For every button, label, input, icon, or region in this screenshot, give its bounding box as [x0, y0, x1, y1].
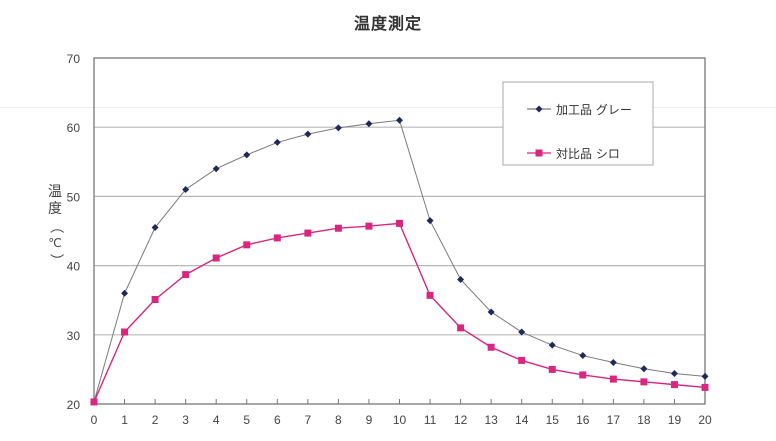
data-point-square	[365, 222, 373, 230]
y-tick-label: 70	[67, 52, 81, 66]
data-point-diamond	[396, 116, 403, 124]
chart-title: 温度測定	[353, 14, 422, 33]
data-point-square	[701, 383, 709, 391]
data-point-square	[90, 398, 98, 406]
x-tick-label: 2	[152, 413, 159, 427]
data-point-diamond	[121, 289, 129, 297]
y-tick-label: 20	[67, 398, 81, 412]
data-point-diamond	[701, 372, 709, 380]
data-point-square	[182, 271, 190, 279]
data-point-diamond	[426, 217, 434, 225]
data-point-square	[151, 296, 159, 304]
y-axis-label: 温 度 （ ℃ ）	[46, 184, 64, 269]
data-point-diamond	[487, 308, 495, 316]
data-point-square	[487, 343, 495, 351]
data-point-diamond	[273, 138, 281, 146]
x-tick-label: 17	[607, 413, 621, 427]
data-point-diamond	[579, 352, 587, 360]
y-axis-label-char: 度	[48, 201, 62, 217]
x-tick-label: 4	[213, 413, 220, 427]
data-point-square	[243, 241, 251, 249]
data-point-diamond	[151, 224, 159, 232]
y-tick-label: 50	[67, 190, 81, 204]
y-axis-label-char: ℃	[48, 236, 62, 250]
data-point-diamond	[212, 165, 220, 173]
data-point-diamond	[304, 130, 312, 138]
y-tick-label: 60	[67, 121, 81, 135]
y-tick-label: 40	[67, 260, 81, 274]
x-tick-label: 18	[637, 413, 651, 427]
data-point-square	[670, 381, 678, 389]
legend-marker-diamond	[535, 105, 543, 113]
x-tick-label: 11	[424, 413, 437, 427]
data-point-diamond	[548, 341, 556, 349]
legend-label: 加工品 グレー	[556, 103, 632, 117]
data-point-square	[304, 229, 312, 237]
x-tick-label: 20	[698, 413, 712, 427]
data-point-diamond	[640, 365, 648, 373]
x-tick-label: 19	[668, 413, 682, 427]
legend-marker-square	[535, 149, 543, 157]
x-tick-label: 1	[121, 413, 128, 427]
data-point-diamond	[243, 151, 251, 159]
x-tick-label: 6	[274, 413, 281, 427]
data-point-diamond	[518, 328, 526, 336]
data-point-square	[640, 378, 648, 386]
data-point-square	[518, 356, 526, 364]
data-point-square	[121, 328, 129, 336]
data-point-square	[426, 291, 434, 299]
background-rule	[0, 107, 776, 108]
data-point-square	[609, 375, 617, 383]
series-line	[93, 222, 706, 403]
data-point-diamond	[670, 370, 678, 378]
x-tick-label: 15	[546, 413, 560, 427]
x-tick-label: 13	[484, 413, 498, 427]
y-axis-label-char: 温	[48, 184, 62, 200]
x-tick-label: 12	[454, 413, 468, 427]
data-point-square	[457, 324, 465, 332]
data-point-square	[396, 219, 403, 227]
data-point-diamond	[457, 275, 465, 283]
data-point-square	[334, 224, 342, 232]
x-tick-label: 8	[335, 413, 342, 427]
legend-label: 対比品 シロ	[556, 147, 620, 161]
x-tick-label: 9	[366, 413, 373, 427]
x-tick-label: 10	[393, 413, 407, 427]
data-point-diamond	[334, 124, 342, 132]
data-point-diamond	[365, 120, 373, 128]
data-point-square	[212, 254, 220, 262]
data-point-square	[579, 371, 587, 379]
data-point-square	[273, 234, 281, 242]
x-tick-label: 5	[243, 413, 250, 427]
x-tick-label: 7	[305, 413, 312, 427]
x-tick-label: 14	[515, 413, 529, 427]
y-tick-label: 30	[67, 329, 81, 343]
legend-box	[502, 81, 654, 166]
x-tick-label: 0	[91, 413, 98, 427]
data-point-square	[548, 365, 556, 373]
x-tick-label: 3	[182, 413, 189, 427]
x-tick-label: 16	[576, 413, 590, 427]
data-point-diamond	[182, 185, 190, 193]
data-point-diamond	[609, 358, 617, 366]
